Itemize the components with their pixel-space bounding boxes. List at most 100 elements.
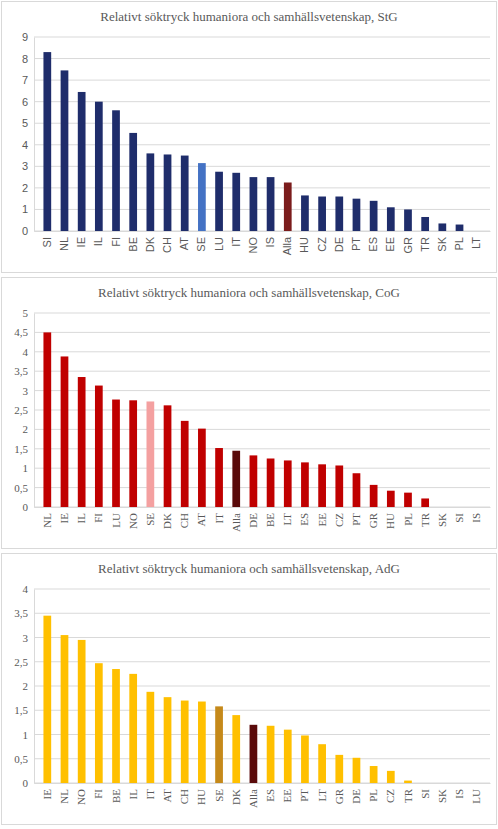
tick-label: SK bbox=[436, 236, 448, 251]
tick-label: 0,5 bbox=[14, 753, 28, 765]
tick-label: SE bbox=[195, 237, 207, 252]
tick: IS bbox=[264, 231, 276, 247]
tick-label: 4,5 bbox=[14, 326, 28, 338]
tick: CZ bbox=[384, 783, 396, 803]
tick: BE bbox=[127, 231, 139, 252]
grid-line bbox=[34, 313, 490, 314]
grid-line bbox=[34, 351, 490, 352]
tick: SK bbox=[436, 231, 448, 252]
bar bbox=[318, 197, 326, 231]
tick: HU bbox=[384, 507, 396, 529]
bar bbox=[112, 110, 120, 231]
chart-title: Relativt söktryck humaniora och samhälls… bbox=[100, 9, 398, 24]
chart: Relativt söktryck humaniora och samhälls… bbox=[2, 2, 497, 273]
bar bbox=[250, 725, 258, 783]
tick: DE bbox=[247, 507, 259, 528]
tick: ES bbox=[298, 507, 310, 526]
grid bbox=[34, 313, 490, 507]
tick-label: 1,5 bbox=[14, 443, 28, 455]
tick-label: 3 bbox=[23, 385, 29, 397]
x-axis: IENLNOFIBEILITATCHHUSEDKAllaESEEPTLTGRDE… bbox=[35, 783, 491, 808]
tick-label: DE bbox=[350, 789, 362, 804]
tick-label: NO bbox=[75, 789, 87, 805]
tick: NL bbox=[58, 231, 70, 251]
tick-label: DK bbox=[144, 236, 156, 252]
tick: GR bbox=[367, 507, 379, 528]
tick: LU bbox=[213, 231, 225, 251]
tick: FI bbox=[92, 783, 104, 799]
tick: NL bbox=[41, 507, 53, 528]
tick-label: HU bbox=[195, 789, 207, 805]
y-axis: 0123456789 bbox=[22, 31, 35, 237]
tick-label: IL bbox=[127, 789, 139, 800]
tick: ES bbox=[264, 783, 276, 802]
bar bbox=[318, 744, 326, 783]
bar bbox=[198, 163, 206, 231]
axis-line bbox=[35, 783, 491, 784]
tick: 2 bbox=[22, 182, 34, 194]
tick-label: LT bbox=[316, 789, 328, 802]
bar bbox=[250, 177, 258, 231]
tick: SI bbox=[41, 231, 53, 247]
bar bbox=[250, 455, 258, 507]
bar bbox=[353, 758, 361, 783]
tick-label: EE bbox=[316, 513, 328, 527]
tick: IL bbox=[92, 231, 104, 246]
bar bbox=[267, 726, 275, 783]
tick: 5 bbox=[23, 307, 35, 319]
tick-label: IL bbox=[75, 513, 87, 524]
tick: 2,5 bbox=[14, 404, 34, 416]
bar bbox=[370, 201, 378, 231]
grid bbox=[34, 37, 490, 231]
tick-label: PT bbox=[298, 789, 310, 802]
tick-label: TR bbox=[419, 237, 431, 252]
tick: 1 bbox=[22, 203, 34, 215]
tick: EE bbox=[384, 231, 396, 252]
tick-label: SI bbox=[41, 237, 53, 247]
tick: PT bbox=[350, 231, 362, 251]
tick-label: SI bbox=[453, 513, 465, 523]
chart-title: Relativt söktryck humaniora och samhälls… bbox=[98, 285, 400, 300]
tick: 0 bbox=[22, 225, 34, 237]
tick-label: 3,5 bbox=[14, 365, 28, 377]
tick: NO bbox=[127, 507, 139, 529]
tick-label: HU bbox=[384, 513, 396, 529]
tick-label: SK bbox=[436, 513, 448, 527]
grid-line bbox=[34, 371, 490, 372]
tick: Alla bbox=[230, 507, 242, 532]
tick-label: BE bbox=[264, 513, 276, 527]
bar bbox=[387, 491, 395, 507]
bar bbox=[318, 464, 326, 507]
tick-label: LT bbox=[470, 237, 482, 249]
tick: 6 bbox=[22, 96, 34, 108]
tick-label: 9 bbox=[22, 31, 28, 43]
tick: PL bbox=[453, 231, 465, 250]
tick: 3 bbox=[22, 160, 34, 172]
tick: HU bbox=[195, 783, 207, 805]
bar bbox=[43, 332, 51, 507]
bar bbox=[301, 735, 309, 783]
tick: SE bbox=[144, 507, 156, 526]
tick: TR bbox=[419, 231, 431, 252]
grid-line bbox=[34, 661, 490, 662]
tick: 8 bbox=[22, 53, 34, 65]
tick: 3 bbox=[23, 632, 35, 644]
tick: SI bbox=[419, 783, 431, 799]
tick: 1,5 bbox=[14, 443, 34, 455]
axis-line bbox=[34, 590, 35, 784]
tick: IE bbox=[75, 231, 87, 247]
tick-label: CH bbox=[178, 789, 190, 804]
axis-line bbox=[35, 231, 491, 232]
tick-label: IE bbox=[58, 513, 70, 524]
tick-label: NO bbox=[247, 237, 259, 254]
bar bbox=[95, 386, 103, 507]
tick-label: SK bbox=[436, 789, 448, 803]
tick: IL bbox=[75, 507, 87, 523]
tick-label: SI bbox=[419, 789, 431, 799]
tick-label: 3,5 bbox=[14, 607, 28, 619]
tick-label: IS bbox=[453, 789, 465, 799]
bar bbox=[387, 771, 395, 783]
chart: Relativt söktryck humaniora och samhälls… bbox=[2, 554, 497, 825]
bar bbox=[267, 459, 275, 508]
tick-label: 1 bbox=[22, 203, 28, 215]
